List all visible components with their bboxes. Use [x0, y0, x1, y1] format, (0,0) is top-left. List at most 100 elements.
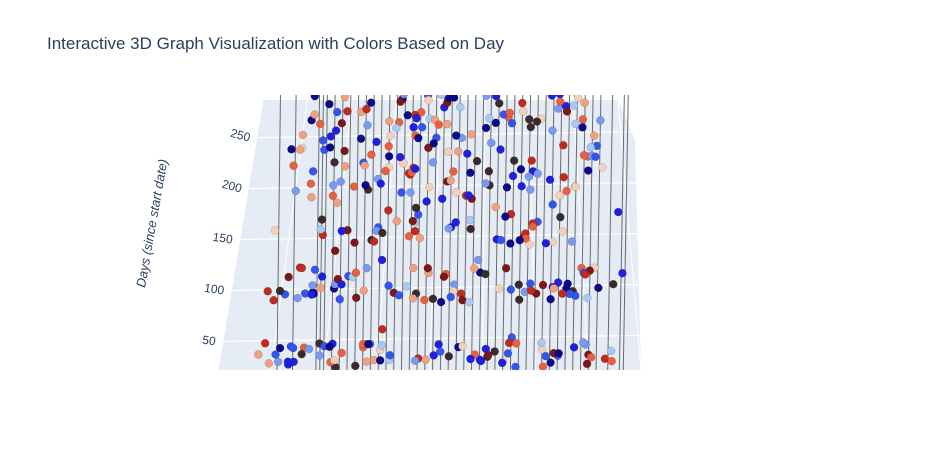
data-point[interactable] — [583, 293, 592, 303]
data-point[interactable] — [310, 110, 319, 119]
data-point[interactable] — [591, 152, 600, 161]
data-point[interactable] — [509, 156, 519, 165]
data-point[interactable] — [381, 166, 390, 176]
data-point[interactable] — [360, 161, 369, 170]
data-point[interactable] — [444, 147, 453, 157]
data-point[interactable] — [504, 338, 514, 348]
data-point[interactable] — [343, 107, 352, 116]
data-point[interactable] — [537, 338, 546, 348]
data-point[interactable] — [377, 255, 387, 265]
data-point[interactable] — [546, 358, 555, 367]
data-point[interactable] — [477, 84, 485, 92]
data-point[interactable] — [538, 280, 548, 290]
data-point[interactable] — [377, 341, 386, 350]
data-point[interactable] — [356, 134, 366, 143]
data-point[interactable] — [378, 324, 387, 334]
data-point[interactable] — [411, 203, 421, 213]
data-point[interactable] — [409, 123, 418, 132]
data-point[interactable] — [427, 85, 435, 93]
data-point[interactable] — [481, 123, 491, 133]
data-point[interactable] — [428, 294, 438, 304]
data-point[interactable] — [254, 350, 263, 359]
data-point[interactable] — [541, 351, 550, 361]
data-point[interactable] — [424, 182, 434, 192]
data-point[interactable] — [351, 361, 360, 370]
data-point[interactable] — [376, 179, 386, 188]
data-point[interactable] — [501, 212, 510, 221]
data-point[interactable] — [451, 218, 460, 227]
data-point[interactable] — [409, 82, 417, 90]
data-point[interactable] — [269, 296, 278, 305]
data-point[interactable] — [554, 104, 563, 113]
data-point[interactable] — [315, 119, 325, 129]
data-point[interactable] — [298, 130, 308, 140]
data-point[interactable] — [517, 181, 526, 191]
data-point[interactable] — [444, 352, 454, 361]
data-point[interactable] — [556, 212, 565, 222]
data-point[interactable] — [578, 338, 588, 347]
data-point[interactable] — [563, 279, 572, 289]
data-point[interactable] — [466, 354, 475, 364]
data-point[interactable] — [456, 102, 465, 112]
data-point[interactable] — [508, 171, 518, 181]
data-point[interactable] — [549, 284, 559, 293]
data-point[interactable] — [394, 291, 404, 300]
data-point[interactable] — [596, 116, 605, 125]
data-point[interactable] — [340, 162, 350, 171]
data-point[interactable] — [337, 118, 347, 128]
data-point[interactable] — [332, 198, 342, 208]
data-point[interactable] — [378, 228, 387, 238]
data-point[interactable] — [507, 118, 517, 128]
data-point[interactable] — [310, 265, 320, 274]
data-point[interactable] — [496, 145, 505, 154]
data-point[interactable] — [275, 343, 285, 353]
data-point[interactable] — [428, 158, 438, 167]
data-point[interactable] — [553, 278, 563, 287]
data-point[interactable] — [506, 239, 515, 248]
data-point[interactable] — [351, 293, 361, 302]
data-point[interactable] — [424, 143, 433, 153]
data-point[interactable] — [606, 346, 616, 356]
data-point[interactable] — [424, 85, 432, 93]
data-point[interactable] — [586, 352, 596, 362]
data-point[interactable] — [412, 113, 421, 123]
data-point[interactable] — [487, 138, 496, 148]
data-point[interactable] — [555, 90, 565, 99]
data-point[interactable] — [304, 344, 314, 354]
data-point[interactable] — [583, 166, 593, 175]
data-point[interactable] — [317, 272, 327, 281]
data-point[interactable] — [526, 122, 536, 132]
data-point[interactable] — [532, 117, 542, 126]
data-point[interactable] — [511, 362, 520, 371]
data-point[interactable] — [308, 281, 317, 290]
data-point[interactable] — [366, 98, 376, 107]
data-point[interactable] — [503, 349, 513, 358]
data-point[interactable] — [264, 359, 274, 368]
data-point[interactable] — [472, 156, 482, 166]
data-point[interactable] — [283, 357, 293, 366]
data-point[interactable] — [449, 167, 458, 176]
data-point[interactable] — [363, 339, 373, 349]
data-point[interactable] — [590, 131, 599, 140]
data-point[interactable] — [512, 86, 520, 94]
data-point[interactable] — [582, 359, 592, 369]
data-point[interactable] — [384, 152, 394, 161]
data-point[interactable] — [458, 341, 467, 351]
data-point[interactable] — [420, 295, 429, 305]
data-point[interactable] — [270, 226, 280, 235]
data-point[interactable] — [436, 297, 446, 307]
data-point[interactable] — [404, 231, 414, 241]
data-point[interactable] — [408, 294, 418, 303]
data-point[interactable] — [559, 172, 568, 182]
data-point[interactable] — [519, 107, 528, 116]
data-point[interactable] — [484, 113, 494, 123]
data-point[interactable] — [403, 111, 412, 120]
data-point[interactable] — [417, 122, 427, 132]
data-point[interactable] — [548, 237, 558, 247]
data-point[interactable] — [326, 132, 336, 141]
data-point[interactable] — [514, 295, 524, 304]
data-point[interactable] — [384, 206, 393, 215]
data-point[interactable] — [579, 151, 589, 160]
data-point[interactable] — [453, 147, 463, 156]
data-point[interactable] — [307, 290, 316, 299]
